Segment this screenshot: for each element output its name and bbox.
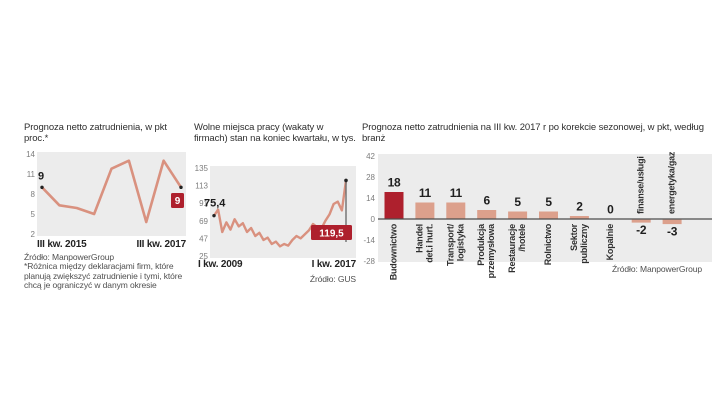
chart-forecast-by-industry: Prognoza netto zatrudnienia na III kw. 2… <box>362 122 714 280</box>
bar-category-label: przemysłowa <box>486 223 496 279</box>
first-point-label: 75,4 <box>204 198 226 210</box>
bar <box>508 211 528 219</box>
bar-category-label: logistyka <box>455 223 465 261</box>
bar <box>415 202 435 219</box>
first-point-label: 9 <box>38 170 44 182</box>
last-point-dot <box>179 185 183 190</box>
y-tick-label: 14 <box>26 150 35 159</box>
chart-title: Prognoza netto zatrudnienia na III kw. 2… <box>362 122 704 144</box>
bar-category-label: Kopalnie <box>605 224 615 261</box>
bar-category-label: energetyka/gaz <box>667 151 677 214</box>
bar-category-label: Rolnictwo <box>543 223 553 265</box>
x-axis-label: I kw. 2017 <box>312 259 357 270</box>
x-axis-label: III kw. 2015 <box>37 239 87 250</box>
bar-value-label: 2 <box>576 200 583 214</box>
bar <box>384 192 404 219</box>
bar-value-label: -2 <box>636 223 647 237</box>
value-badge <box>311 225 352 240</box>
bar-category-label: publiczny <box>579 224 589 264</box>
chart-title: Prognoza netto zatrudnienia, w pkt proc.… <box>24 122 167 144</box>
y-tick-label: -14 <box>363 236 375 245</box>
bar-value-label: -3 <box>667 225 678 239</box>
bar <box>569 216 589 219</box>
chart-source: Źródło: GUS <box>309 274 356 284</box>
line-series <box>212 179 348 248</box>
first-point-dot <box>40 185 44 190</box>
y-tick-label: 69 <box>199 217 208 226</box>
y-tick-label: 42 <box>366 152 375 161</box>
y-tick-label: -28 <box>363 257 375 266</box>
y-tick-label: 14 <box>366 194 375 203</box>
first-point-dot <box>212 213 216 218</box>
bar <box>631 219 651 223</box>
bar-category-label: det.i hurt. <box>424 224 434 263</box>
bar-category-label: /hotele <box>517 224 527 252</box>
bar-category-label: Budownictwo <box>389 223 399 280</box>
chart-job-vacancies: Wolne miejsca pracy (wakaty w firmach) s… <box>194 122 358 284</box>
line-series <box>40 159 183 224</box>
bar <box>446 202 466 219</box>
y-tick-label: 5 <box>31 210 36 219</box>
bar-category-label: Restauracje <box>507 224 517 273</box>
bar-value-label: 18 <box>388 176 401 190</box>
chart-source: Źródło: ManpowerGroup <box>611 264 702 274</box>
last-point-dot <box>344 178 348 183</box>
employment-forecast-line-plot: 14 11 8 5 2 9 9 III kw. 2015 III kw. 2017 <box>26 150 187 250</box>
chart-employment-forecast: Prognoza netto zatrudnienia, w pkt proc.… <box>24 122 188 290</box>
y-tick-label: 8 <box>31 190 36 199</box>
bar-value-label: 6 <box>484 194 491 208</box>
chart-source: Źródło: ManpowerGroup <box>24 252 115 262</box>
bar-category-label: finanse/usługi <box>636 156 646 214</box>
bar-category-label: Sektor <box>569 223 579 251</box>
bar-category-label: Handel <box>414 224 424 253</box>
chart-title: Wolne miejsca pracy (wakaty w firmach) s… <box>194 122 356 144</box>
bar-category-label: Transport/ <box>445 223 455 266</box>
bar-category-label: Produkcja <box>476 223 486 266</box>
job-vacancies-line-plot: 135 113 91 69 47 25 75,4 119,5 I kw. 2009 I kw. 2… <box>195 164 357 270</box>
bar <box>477 210 497 219</box>
y-tick-label: 28 <box>366 173 375 182</box>
bar-value-label: 5 <box>514 195 521 209</box>
bar-value-label: 11 <box>419 186 432 200</box>
x-axis-label: I kw. 2009 <box>198 259 243 270</box>
bar-value-label: 11 <box>450 186 463 200</box>
y-tick-label: 2 <box>31 230 36 239</box>
y-tick-label: 113 <box>195 182 208 191</box>
y-tick-label: 11 <box>27 170 36 179</box>
bar <box>539 211 558 219</box>
industry-bar-plot: 42 28 14 0 -14 -28 18 Budownictwo 11 Handel det.i … <box>363 151 712 280</box>
last-point-label: 119,5 <box>319 229 344 240</box>
value-badge <box>171 193 184 208</box>
x-axis-label: III kw. 2017 <box>137 239 187 250</box>
bar-value-label: 5 <box>545 195 552 209</box>
bar-value-label: 0 <box>607 203 614 217</box>
bar <box>662 219 682 225</box>
last-point-label: 9 <box>175 196 181 207</box>
y-tick-label: 91 <box>199 199 208 208</box>
y-tick-label: 47 <box>199 234 208 243</box>
y-tick-label: 25 <box>199 252 208 261</box>
y-tick-label: 135 <box>195 164 209 173</box>
y-tick-label: 0 <box>371 215 376 224</box>
chart-footnote: *Różnica między deklaracjami firm, które… <box>24 261 183 290</box>
